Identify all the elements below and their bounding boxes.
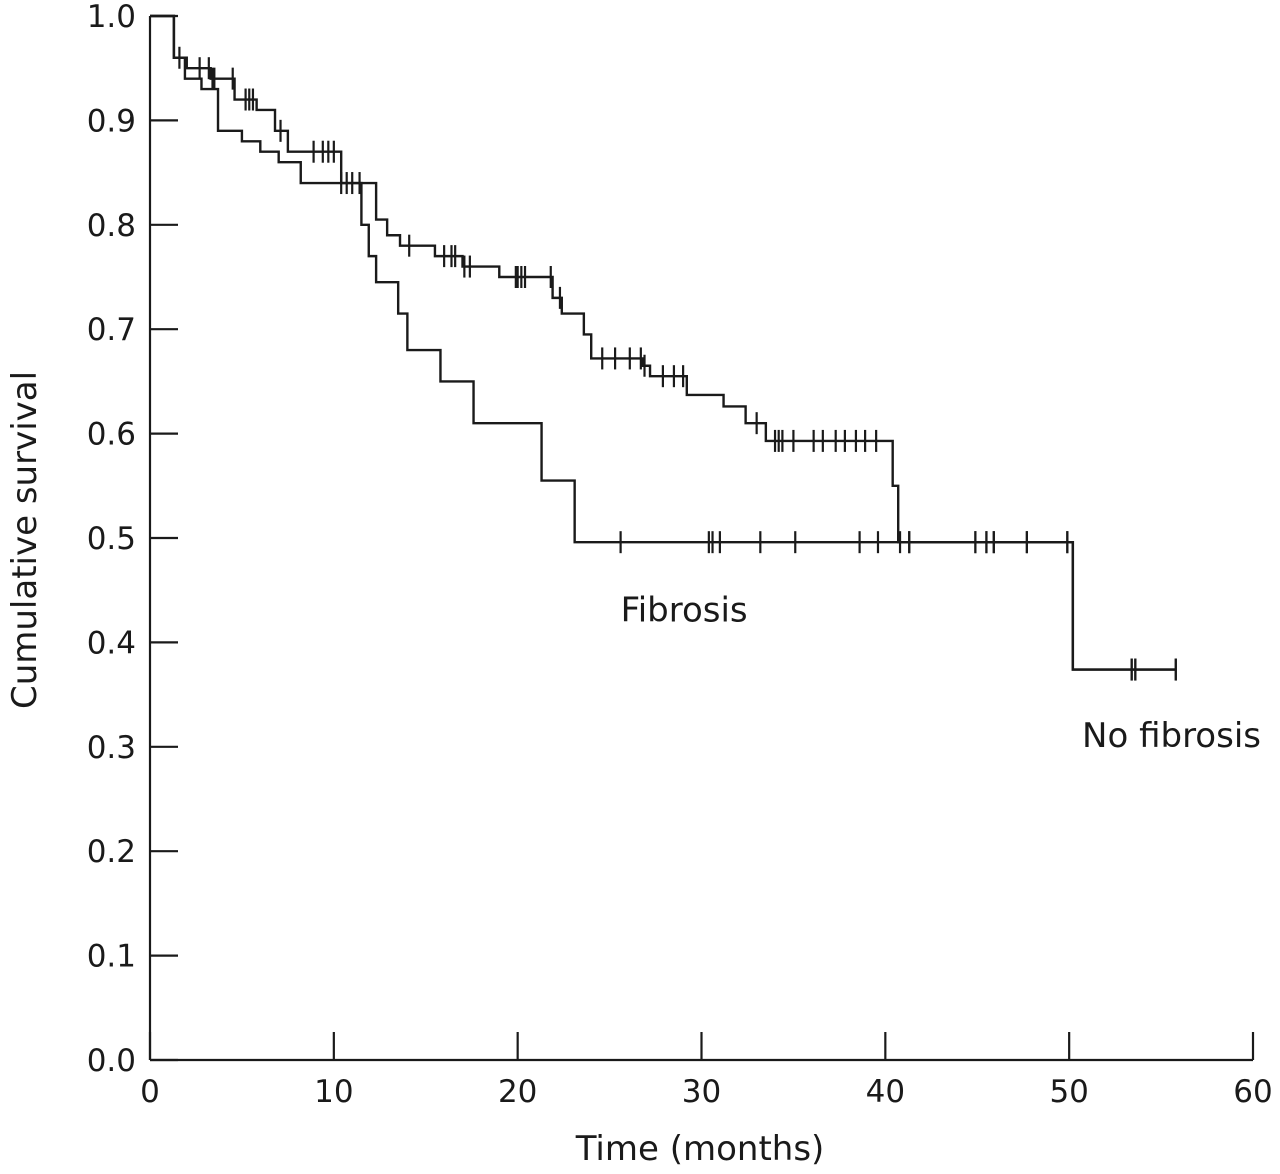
series-layer: Fibrosis No fibrosis <box>150 14 1261 756</box>
y-tick-label: 0.6 <box>87 417 136 453</box>
survival-curve-fibrosis <box>150 14 1176 671</box>
plot-area: 0.0 0.1 0.2 0.3 0.4 0.5 0.6 0.7 0.8 0.9 1.0 0 10 20 3… <box>87 0 1273 1110</box>
series-fibrosis: Fibrosis <box>150 14 1177 681</box>
x-tick-label: 60 <box>1233 1074 1272 1110</box>
y-tick-label: 1.0 <box>87 0 136 35</box>
x-axis-ticks: 0 10 20 30 40 50 60 <box>140 1032 1273 1110</box>
x-tick-label: 0 <box>140 1074 160 1110</box>
y-tick-label: 0.4 <box>87 625 136 661</box>
y-tick-label: 0.3 <box>87 730 136 766</box>
x-tick-label: 30 <box>682 1074 721 1110</box>
x-tick-label: 20 <box>498 1074 537 1110</box>
y-tick-label: 0.7 <box>87 312 136 348</box>
survival-curve-no-fibrosis <box>150 14 1176 671</box>
x-axis-title: Time (months) <box>575 1129 825 1169</box>
y-tick-label: 0.8 <box>87 208 136 244</box>
series-label-no-fibrosis: No fibrosis <box>1082 716 1261 756</box>
x-tick-label: 10 <box>314 1074 353 1110</box>
y-axis-title: Cumulative survival <box>5 371 45 709</box>
x-tick-label: 50 <box>1049 1074 1088 1110</box>
y-tick-label: 0.5 <box>87 521 136 557</box>
series-label-fibrosis: Fibrosis <box>621 591 748 631</box>
y-tick-label: 0.1 <box>87 939 136 975</box>
y-tick-label: 0.9 <box>87 103 136 139</box>
y-tick-label: 0.2 <box>87 834 136 870</box>
series-no-fibrosis: No fibrosis <box>150 14 1261 756</box>
y-axis-ticks: 0.0 0.1 0.2 0.3 0.4 0.5 0.6 0.7 0.8 0.9 1.0 <box>87 0 178 1079</box>
x-tick-label: 40 <box>866 1074 905 1110</box>
y-tick-label: 0.0 <box>87 1043 136 1079</box>
